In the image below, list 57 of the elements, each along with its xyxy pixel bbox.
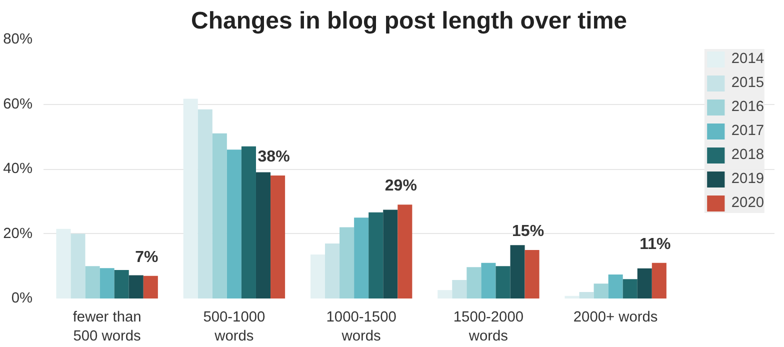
y-tick-label: 20% bbox=[3, 226, 33, 242]
data-label: 7% bbox=[135, 248, 158, 266]
x-tick-label: fewer than 500 words bbox=[72, 310, 142, 345]
legend-label: 2018 bbox=[731, 147, 764, 163]
bar bbox=[398, 204, 412, 298]
legend-label: 2017 bbox=[731, 123, 764, 139]
bar bbox=[579, 292, 594, 298]
bar bbox=[241, 146, 256, 298]
bar bbox=[70, 234, 86, 298]
bar bbox=[183, 98, 198, 298]
bar bbox=[56, 228, 71, 298]
bar bbox=[438, 290, 452, 298]
bar bbox=[481, 262, 496, 298]
legend-label: 2020 bbox=[731, 195, 764, 211]
data-label: 11% bbox=[640, 236, 671, 253]
bar bbox=[212, 133, 227, 298]
x-tick-label: 500-1000 words bbox=[203, 310, 266, 345]
bar bbox=[270, 175, 286, 298]
legend-label: 2015 bbox=[731, 75, 764, 91]
data-label: 29% bbox=[384, 178, 417, 195]
x-tick-label: 1500-2000 words bbox=[453, 310, 524, 345]
legend-label: 2014 bbox=[731, 51, 764, 67]
bar bbox=[143, 276, 158, 298]
bar bbox=[496, 266, 510, 298]
bar bbox=[256, 172, 271, 298]
bar bbox=[524, 250, 540, 298]
bar bbox=[226, 150, 242, 298]
y-tick-label: 0% bbox=[11, 290, 33, 306]
x-tick-label: 1000-1500 words bbox=[326, 310, 396, 345]
bar bbox=[452, 280, 467, 298]
legend-label: 2016 bbox=[731, 99, 764, 115]
data-label: 15% bbox=[512, 222, 544, 240]
bar bbox=[100, 268, 114, 298]
y-tick-label: 40% bbox=[3, 161, 33, 177]
bar bbox=[622, 279, 638, 298]
bar bbox=[466, 267, 482, 298]
bar bbox=[85, 266, 100, 298]
x-tick-label: 2000+ words bbox=[573, 310, 658, 326]
bar bbox=[368, 212, 384, 298]
y-tick-label: 80% bbox=[3, 32, 33, 48]
y-tick-label: 60% bbox=[3, 96, 33, 112]
chart-title: Changes in blog post length over time bbox=[190, 8, 628, 34]
bar bbox=[114, 270, 129, 298]
bar bbox=[198, 109, 212, 298]
legend-label: 2019 bbox=[731, 171, 764, 187]
bar bbox=[383, 210, 398, 298]
bar bbox=[637, 268, 652, 298]
bar bbox=[310, 254, 326, 298]
bar bbox=[510, 245, 525, 298]
data-label: 38% bbox=[258, 148, 290, 166]
bar bbox=[325, 243, 340, 298]
bar bbox=[594, 284, 608, 298]
bar bbox=[354, 218, 369, 298]
bar bbox=[128, 275, 144, 298]
bar bbox=[608, 274, 623, 298]
bar bbox=[652, 262, 666, 298]
bar bbox=[340, 227, 354, 298]
